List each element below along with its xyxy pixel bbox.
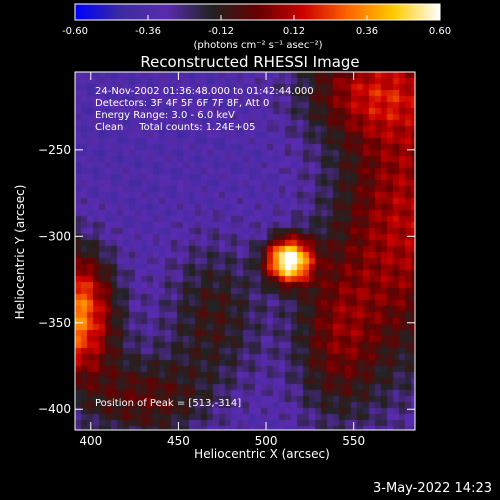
- colorbar-units: (photons cm⁻² s⁻¹ asec⁻²): [193, 40, 323, 51]
- info-line-clean: Clean Total counts: 1.24E+05: [95, 122, 256, 133]
- colorbar-tick-label: 0.12: [282, 26, 306, 37]
- x-tick-label: 400: [79, 434, 102, 448]
- info-line-energy: Energy Range: 3.0 - 6.0 keV: [95, 110, 235, 121]
- colorbar-tick-label: 0.36: [355, 26, 379, 37]
- colorbar: [75, 4, 440, 20]
- y-tick-label: −250: [38, 143, 71, 157]
- info-line-time: 24-Nov-2002 01:36:48.000 to 01:42:44.000: [95, 86, 314, 97]
- date-stamp: 3-May-2022 14:23: [373, 481, 492, 496]
- colorbar-tick-label: 0.60: [428, 26, 452, 37]
- x-tick-label: 500: [255, 434, 278, 448]
- colorbar-border: [74, 3, 441, 21]
- heatmap-image: [75, 72, 415, 430]
- y-tick-label: −400: [38, 402, 71, 416]
- info-line-detectors: Detectors: 3F 4F 5F 6F 7F 8F, Att 0: [95, 98, 270, 109]
- colorbar-tick-label: -0.36: [135, 26, 161, 37]
- colorbar-tick-label: -0.60: [62, 26, 88, 37]
- peak-position-label: Position of Peak = [513,-314]: [95, 398, 242, 409]
- x-tick-label: 550: [342, 434, 365, 448]
- colorbar-tick-label: -0.12: [208, 26, 234, 37]
- chart-title: Reconstructed RHESSI Image: [140, 53, 360, 71]
- colorbar-tick-marks: [74, 3, 441, 21]
- plot-frame: [74, 71, 416, 431]
- x-tick-label: 450: [167, 434, 190, 448]
- colorbar-ticks: -0.60 -0.36 -0.12 0.12 0.36 0.60: [0, 0, 500, 60]
- x-axis-label: Heliocentric X (arcsec): [194, 447, 330, 461]
- y-tick-label: −350: [38, 316, 71, 330]
- y-tick-label: −300: [38, 229, 71, 243]
- y-axis-label: Heliocentric Y (arcsec): [13, 184, 27, 320]
